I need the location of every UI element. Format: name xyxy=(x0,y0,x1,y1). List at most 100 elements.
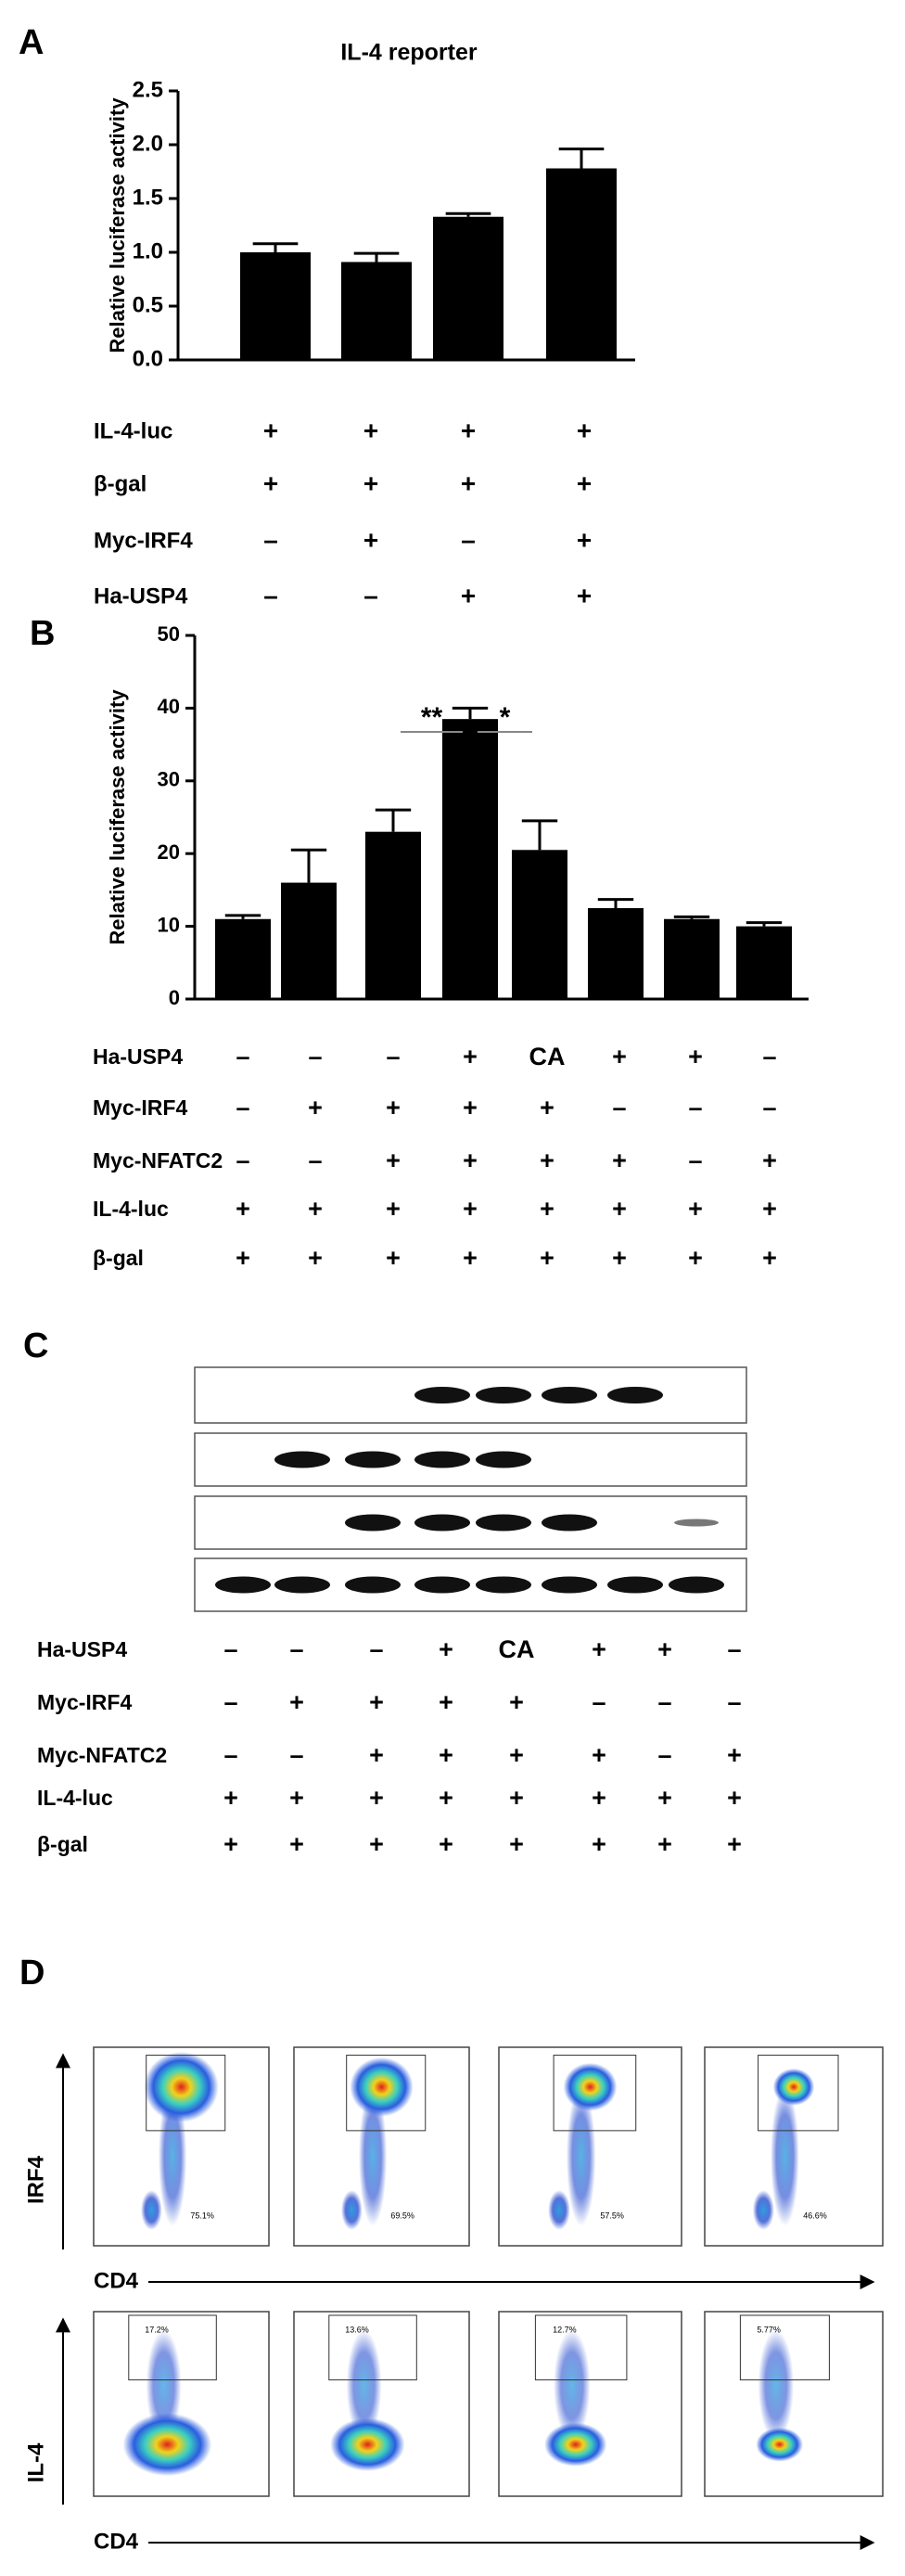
condition-mark: + xyxy=(612,1244,627,1272)
blot-band xyxy=(607,1576,663,1594)
flow-x-label: CD4 xyxy=(94,2268,139,2293)
condition-mark: + xyxy=(688,1195,703,1223)
flow-plot-frame xyxy=(498,2311,682,2497)
condition-mark: + xyxy=(386,1244,401,1272)
condition-mark: + xyxy=(762,1147,777,1174)
gate xyxy=(739,2314,830,2381)
condition-mark: + xyxy=(463,1147,478,1174)
condition-label: Myc-NFATC2 xyxy=(37,1743,167,1767)
blot-frame xyxy=(194,1495,747,1550)
condition-mark: + xyxy=(223,1784,238,1812)
y-tick-label: 1.0 xyxy=(133,238,163,263)
blot-band xyxy=(414,1451,470,1468)
condition-mark: + xyxy=(540,1147,554,1174)
flow-y-label: IL-4 xyxy=(23,2442,48,2482)
bar xyxy=(664,918,720,999)
condition-mark: + xyxy=(688,1043,703,1070)
population xyxy=(752,2190,774,2230)
blot-band xyxy=(476,1387,531,1403)
condition-mark: + xyxy=(657,1784,672,1812)
bar xyxy=(215,918,271,999)
condition-mark: + xyxy=(289,1688,304,1716)
condition-mark: – xyxy=(236,1094,249,1121)
condition-label: β-gal xyxy=(94,471,147,496)
condition-mark: – xyxy=(289,1741,303,1769)
y-tick-label: 30 xyxy=(158,768,180,791)
y-axis-title: Relative luciferase activity xyxy=(106,97,129,353)
condition-mark: + xyxy=(439,1688,453,1716)
condition-mark: + xyxy=(592,1784,606,1812)
condition-mark: + xyxy=(657,1635,672,1663)
panel-letter: A xyxy=(19,23,44,62)
gate-percent: 5.77% xyxy=(757,2325,781,2334)
blot-frame xyxy=(194,1366,747,1424)
flow-x-label: CD4 xyxy=(94,2529,139,2554)
condition-mark: + xyxy=(727,1830,742,1858)
condition-mark: + xyxy=(308,1094,323,1121)
condition-mark: – xyxy=(369,1635,383,1663)
gate-percent: 17.2% xyxy=(145,2325,169,2334)
condition-mark: + xyxy=(263,416,278,444)
condition-label: IL-4-luc xyxy=(93,1197,169,1221)
bar xyxy=(365,831,421,999)
bar xyxy=(512,850,567,999)
condition-mark: – xyxy=(657,1741,671,1769)
blot-band xyxy=(414,1514,470,1532)
condition-mark: – xyxy=(688,1147,702,1174)
blot-band xyxy=(542,1576,597,1594)
blot-frame xyxy=(194,1432,747,1487)
population xyxy=(144,2051,219,2122)
condition-mark: – xyxy=(308,1147,322,1174)
population xyxy=(566,2086,596,2226)
gate xyxy=(758,2055,839,2132)
population xyxy=(563,2062,618,2111)
population xyxy=(350,2057,414,2117)
condition-mark: + xyxy=(727,1741,742,1769)
condition-label: Ha-USP4 xyxy=(37,1637,127,1661)
condition-mark: + xyxy=(463,1094,478,1121)
bar xyxy=(341,262,412,360)
condition-mark: + xyxy=(577,468,592,497)
condition-mark: – xyxy=(223,1688,237,1716)
condition-mark: – xyxy=(363,581,378,609)
condition-mark: + xyxy=(363,525,378,554)
condition-mark: + xyxy=(289,1784,304,1812)
population xyxy=(544,2422,607,2467)
blot-band xyxy=(274,1451,330,1468)
blot-band xyxy=(414,1576,470,1594)
population xyxy=(341,2190,363,2230)
condition-mark: + xyxy=(369,1830,384,1858)
blot-band xyxy=(674,1519,719,1527)
condition-mark: + xyxy=(369,1741,384,1769)
condition-mark: CA xyxy=(529,1043,566,1070)
panel-letter: C xyxy=(23,1326,48,1365)
blot-band xyxy=(669,1576,724,1594)
condition-mark: – xyxy=(762,1094,776,1121)
y-tick-label: 20 xyxy=(158,840,180,864)
condition-label: Myc-IRF4 xyxy=(93,1096,187,1120)
gate-percent: 13.6% xyxy=(345,2325,369,2334)
gate xyxy=(553,2055,637,2132)
condition-mark: – xyxy=(289,1635,303,1663)
panel-letter: B xyxy=(30,614,55,653)
blot-band xyxy=(345,1514,401,1532)
condition-label: β-gal xyxy=(37,1832,88,1856)
bar xyxy=(546,168,617,360)
condition-mark: + xyxy=(577,416,592,444)
population xyxy=(771,2086,799,2226)
condition-mark: + xyxy=(592,1830,606,1858)
population xyxy=(346,2329,382,2441)
gate-percent: 57.5% xyxy=(600,2211,624,2220)
blot-band xyxy=(607,1387,663,1403)
flow-y-label: IRF4 xyxy=(23,2155,48,2204)
condition-mark: + xyxy=(439,1635,453,1663)
condition-mark: + xyxy=(463,1043,478,1070)
condition-mark: – xyxy=(762,1043,776,1070)
condition-mark: + xyxy=(461,468,476,497)
condition-mark: + xyxy=(439,1741,453,1769)
condition-mark: + xyxy=(386,1147,401,1174)
condition-mark: + xyxy=(540,1244,554,1272)
condition-mark: + xyxy=(363,468,378,497)
population xyxy=(358,2086,388,2226)
